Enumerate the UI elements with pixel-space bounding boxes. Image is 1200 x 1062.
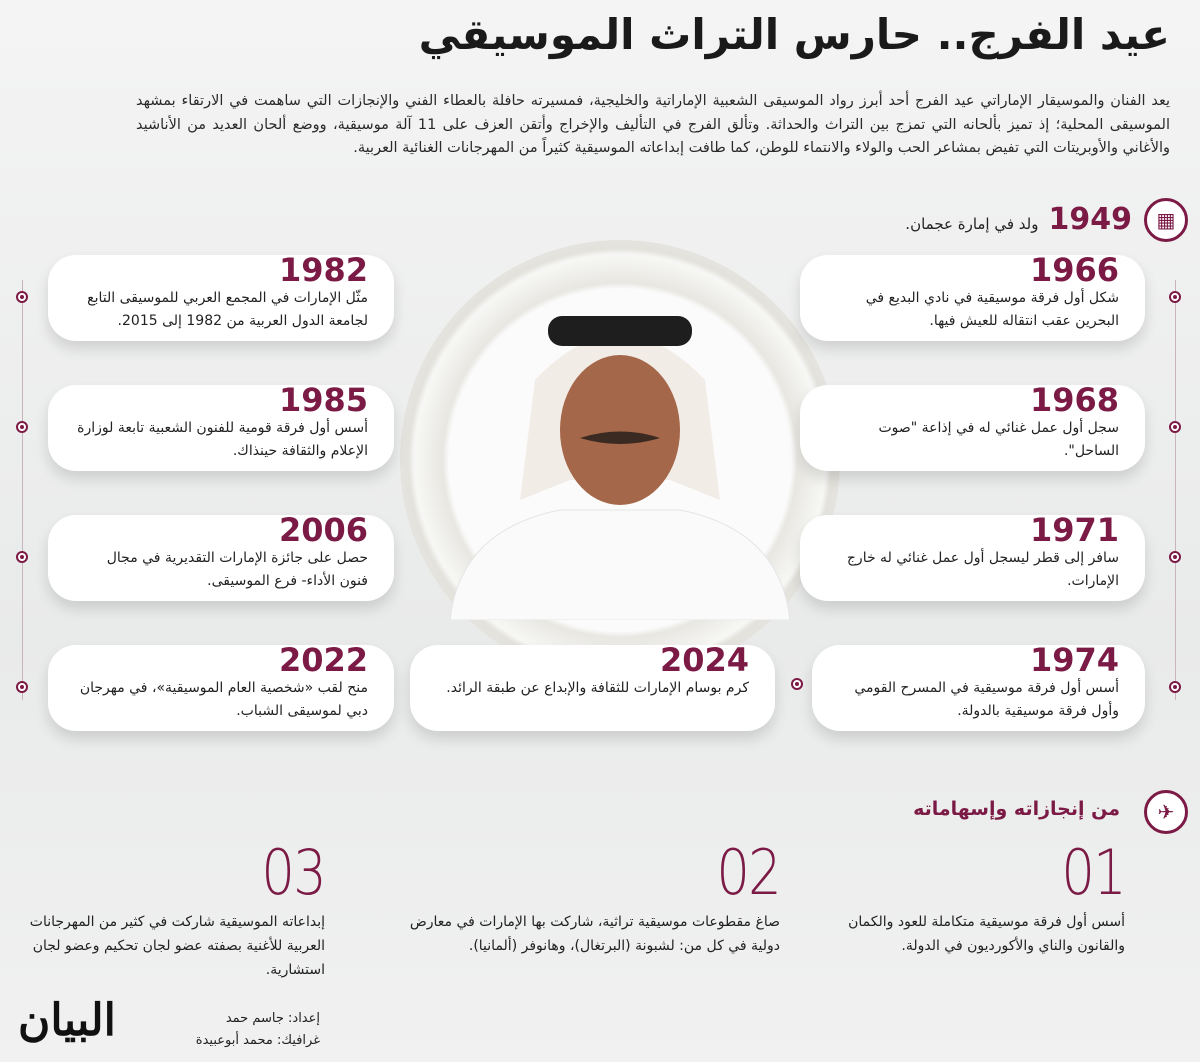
timeline-dot	[16, 421, 28, 433]
timeline-card-1968: 1968 سجل أول عمل غنائي له في إذاعة "صوت …	[800, 381, 1145, 471]
satellite-icon: ✈	[1144, 790, 1188, 834]
timeline-year: 2024	[659, 641, 749, 679]
timeline-dot	[1169, 681, 1181, 693]
albayan-logo: البيان	[18, 995, 116, 1046]
birth-text: ولد في إمارة عجمان.	[905, 215, 1039, 233]
timeline-card-1982: 1982 مثّل الإمارات في المجمع العربي للمو…	[48, 251, 394, 341]
achievements-title: من إنجازاته وإسهاماته	[913, 798, 1120, 820]
timeline-dot	[1169, 551, 1181, 563]
credit-prep: إعداد: جاسم حمد	[225, 1011, 320, 1026]
timeline-card-2024: 2024 كرم بوسام الإمارات للثقافة والإبداع…	[410, 641, 775, 731]
timeline-year: 1966	[1029, 251, 1119, 289]
timeline-card-2022: 2022 منح لقب «شخصية العام الموسيقية»، في…	[48, 641, 394, 731]
timeline-line-right	[1175, 280, 1176, 700]
timeline-year: 1968	[1029, 381, 1119, 419]
achievement-01: 01 أسس أول فرقة موسيقية متكاملة للعود وا…	[825, 836, 1127, 958]
timeline-text: حصل على جائزة الإمارات التقديرية في مجال…	[106, 550, 368, 589]
timeline-text: شكل أول فرقة موسيقية في نادي البديع في ا…	[865, 290, 1119, 329]
timeline-dot	[1169, 421, 1181, 433]
intro-paragraph: يعد الفنان والموسيقار الإماراتي عيد الفر…	[136, 93, 1170, 156]
timeline-text: سافر إلى قطر ليسجل أول عمل غنائي له خارج…	[846, 550, 1119, 589]
timeline-text: سجل أول عمل غنائي له في إذاعة "صوت الساح…	[878, 420, 1119, 459]
timeline-year: 2022	[278, 641, 368, 679]
timeline-text: كرم بوسام الإمارات للثقافة والإبداع عن ط…	[446, 680, 749, 696]
achievement-number: 03	[261, 836, 326, 909]
achievement-text: أسس أول فرقة موسيقية متكاملة للعود والكم…	[848, 914, 1125, 954]
timeline-line-left	[22, 280, 23, 700]
timeline-card-2006: 2006 حصل على جائزة الإمارات التقديرية في…	[48, 511, 394, 601]
timeline-card-1974: 1974 أسس أول فرقة موسيقية في المسرح القو…	[812, 641, 1145, 731]
birth-entry: 1949 ولد في إمارة عجمان.	[905, 202, 1132, 237]
timeline-year: 1985	[278, 381, 368, 419]
timeline-text: مثّل الإمارات في المجمع العربي للموسيقى …	[87, 290, 368, 329]
timeline-dot	[16, 681, 28, 693]
timeline-text: أسس أول فرقة قومية للفنون الشعبية تابعة …	[77, 420, 368, 459]
calendar-icon: ▦	[1144, 198, 1188, 242]
achievement-text: إبداعاته الموسيقية شاركت في كثير من المه…	[29, 914, 325, 978]
timeline-year: 1982	[278, 251, 368, 289]
timeline-card-1966: 1966 شكل أول فرقة موسيقية في نادي البديع…	[800, 251, 1145, 341]
timeline-dot	[1169, 291, 1181, 303]
timeline-card-1971: 1971 سافر إلى قطر ليسجل أول عمل غنائي له…	[800, 511, 1145, 601]
timeline-year: 1971	[1029, 511, 1119, 549]
credit-graphics: غرافيك: محمد أبوعبيدة	[195, 1033, 320, 1048]
timeline-dot	[16, 551, 28, 563]
timeline-text: أسس أول فرقة موسيقية في المسرح القومي وأ…	[854, 680, 1119, 719]
timeline-text: منح لقب «شخصية العام الموسيقية»، في مهرج…	[79, 680, 368, 719]
achievement-number: 02	[716, 836, 781, 909]
timeline-card-1985: 1985 أسس أول فرقة قومية للفنون الشعبية ت…	[48, 381, 394, 471]
birth-year: 1949	[1048, 202, 1133, 237]
portrait-photo	[449, 316, 791, 620]
timeline-year: 2006	[278, 511, 368, 549]
achievement-02: 02 صاغ مقطوعات موسيقية تراثية، شاركت بها…	[385, 836, 782, 958]
timeline-dot	[16, 291, 28, 303]
page-title: عيد الفرج.. حارس التراث الموسيقي	[418, 10, 1170, 59]
achievement-number: 01	[1061, 836, 1126, 909]
timeline-year: 1974	[1029, 641, 1119, 679]
achievement-text: صاغ مقطوعات موسيقية تراثية، شاركت بها ال…	[409, 914, 780, 954]
achievement-03: 03 إبداعاته الموسيقية شاركت في كثير من ا…	[15, 836, 327, 982]
timeline-dot	[791, 678, 803, 690]
credits: إعداد: جاسم حمد غرافيك: محمد أبوعبيدة	[170, 1008, 320, 1052]
